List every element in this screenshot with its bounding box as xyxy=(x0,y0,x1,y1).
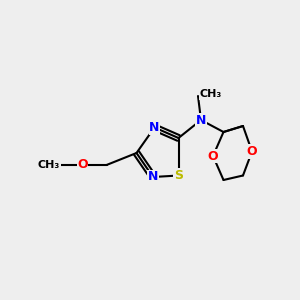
Text: N: N xyxy=(148,170,158,184)
Text: CH₃: CH₃ xyxy=(200,89,222,100)
Text: CH₃: CH₃ xyxy=(38,160,60,170)
Text: S: S xyxy=(174,169,183,182)
Text: O: O xyxy=(247,145,257,158)
Text: O: O xyxy=(208,149,218,163)
Text: O: O xyxy=(77,158,88,172)
Text: N: N xyxy=(196,113,206,127)
Text: N: N xyxy=(149,121,160,134)
